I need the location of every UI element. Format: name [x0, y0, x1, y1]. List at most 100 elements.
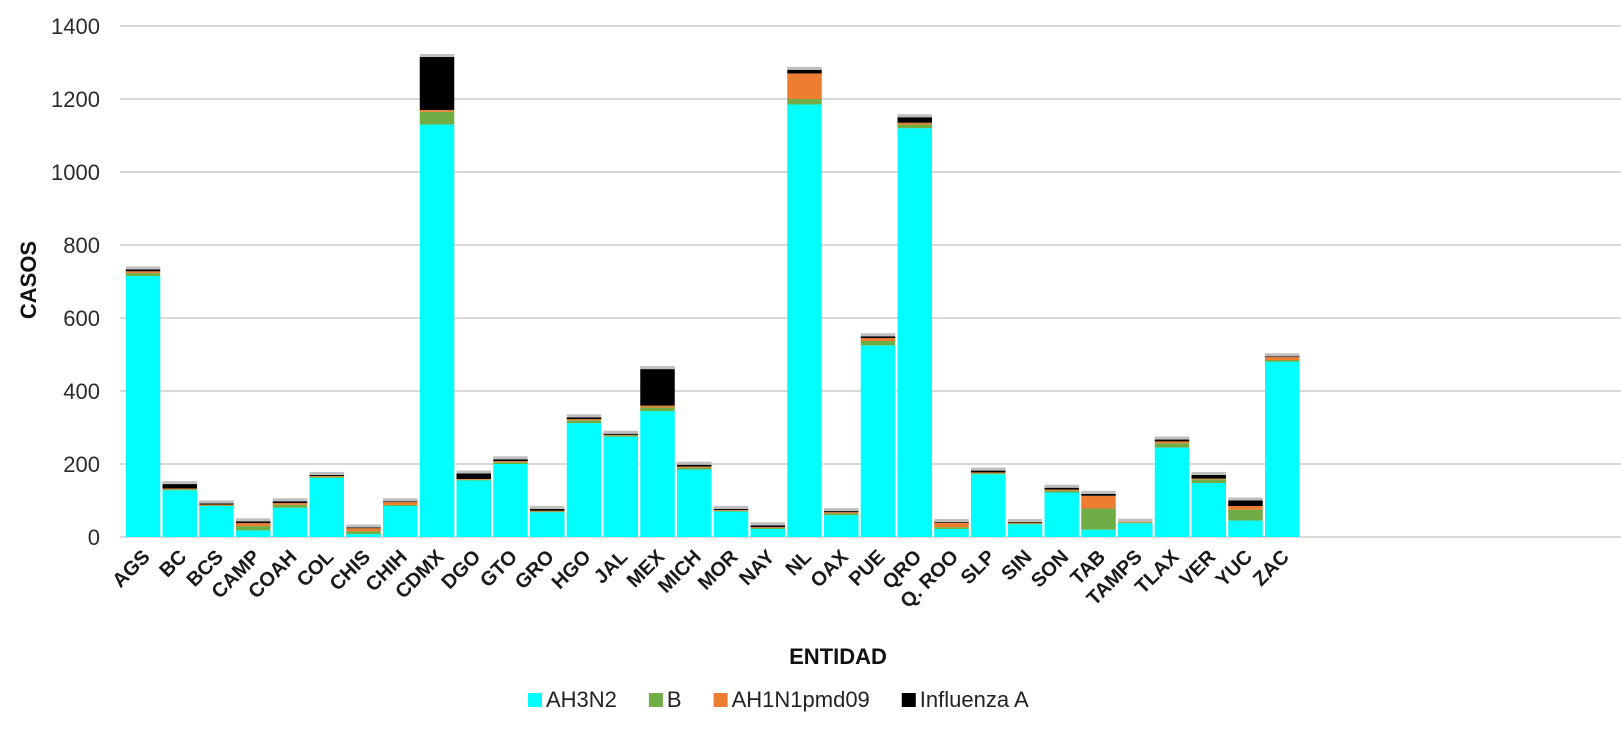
bar-stack — [383, 498, 418, 537]
y-tick-label: 0 — [88, 525, 100, 550]
bar-segment — [383, 501, 418, 505]
bar-stack — [419, 54, 455, 538]
bar-cap — [713, 505, 749, 509]
bar-segment — [383, 501, 418, 502]
bar-segment — [309, 477, 344, 537]
bar-stack — [860, 333, 896, 537]
bar-segment — [419, 111, 455, 125]
bar-segment — [1081, 493, 1116, 496]
x-tick-label: HGO — [548, 546, 596, 594]
bar-segment — [530, 510, 565, 512]
bar-cap — [750, 522, 785, 526]
x-tick-label: NAY — [735, 546, 780, 591]
bar-cap — [309, 471, 344, 475]
bar-segment — [1044, 490, 1079, 493]
legend-label: Influenza A — [920, 687, 1029, 712]
bar-segment — [603, 436, 638, 537]
bar-segment — [860, 336, 896, 339]
bar-segment — [383, 504, 418, 506]
bar-segment — [456, 480, 491, 537]
y-tick-label: 1200 — [51, 87, 100, 112]
bar-segment — [272, 507, 308, 537]
bar-segment — [1081, 495, 1116, 509]
bar-cap — [971, 467, 1006, 471]
x-axis-ticks: AGS BCBCSCAMPCOAHCOLCHISCHIHCDMXDGOGTOGRO… — [108, 546, 1293, 613]
bar-segment — [1007, 524, 1043, 537]
bar-segment — [1044, 487, 1079, 490]
bar-segment — [824, 513, 859, 516]
bar-cap — [897, 114, 932, 118]
bar-stack — [603, 430, 638, 537]
bar-cap — [383, 498, 418, 502]
bar-segment — [1265, 357, 1300, 360]
bar-segment — [346, 534, 381, 537]
x-tick-label: YUC — [1212, 546, 1257, 591]
x-tick-label: SON — [1027, 546, 1073, 592]
x-axis-title: ENTIDAD — [789, 644, 887, 669]
bar-segment — [1191, 478, 1226, 480]
bar-segment — [897, 117, 932, 123]
bar-cap — [1154, 436, 1190, 440]
y-axis-title: CASOS — [16, 241, 41, 319]
bar-segment — [1154, 443, 1190, 448]
bar-cap — [934, 519, 969, 523]
bar-cap — [603, 430, 638, 434]
bar-segment — [897, 128, 932, 537]
bar-segment — [346, 528, 381, 532]
bar-segment — [677, 466, 712, 468]
bar-segment — [456, 478, 491, 480]
bar-stack — [566, 414, 602, 537]
bar-stack — [1118, 518, 1153, 537]
y-tick-label: 600 — [63, 306, 100, 331]
bar-stack — [456, 470, 491, 537]
bar-cap — [162, 481, 197, 485]
bar-stack — [493, 456, 528, 537]
bar-segment — [1007, 523, 1043, 525]
x-tick-label: JAL — [590, 546, 632, 588]
bar-segment — [199, 505, 234, 506]
bar-segment — [456, 479, 491, 481]
bar-segment — [456, 473, 491, 479]
bar-segment — [566, 419, 602, 421]
bar-stack — [272, 498, 308, 537]
bar-segment — [787, 73, 822, 99]
bar-segment — [1154, 441, 1190, 444]
bar-segment — [1228, 500, 1263, 506]
bar-segment — [860, 338, 896, 341]
bar-segment — [530, 511, 565, 513]
bar-segment — [1228, 509, 1263, 521]
bar-segment — [750, 527, 785, 528]
bar-stack — [346, 524, 381, 537]
bar-segment — [897, 122, 932, 125]
bar-cap — [640, 366, 675, 370]
bar-stack — [640, 366, 675, 537]
bar-segment — [493, 462, 528, 464]
bar-segment — [787, 104, 822, 537]
bar-cap — [1007, 519, 1043, 523]
bar-segment — [934, 522, 969, 528]
bar-cap — [456, 470, 491, 474]
bar-segment — [566, 417, 602, 420]
y-tick-label: 400 — [63, 379, 100, 404]
bar-segment — [125, 269, 161, 272]
bar-cap — [860, 333, 896, 337]
bar-segment — [566, 420, 602, 424]
bar-segment — [199, 505, 234, 537]
x-tick-label: MICH — [654, 546, 706, 598]
bar-cap — [1265, 353, 1300, 357]
bar-segment — [1007, 522, 1043, 524]
y-tick-label: 200 — [63, 452, 100, 477]
bar-segment — [603, 435, 638, 437]
bar-segment — [713, 510, 749, 512]
bar-cap — [236, 518, 271, 522]
bar-segment — [1265, 361, 1300, 537]
bar-stack — [787, 66, 822, 537]
bar-segment — [309, 474, 344, 477]
bar-segment — [860, 345, 896, 537]
bar-segment — [272, 504, 308, 508]
bar-stack — [713, 505, 749, 537]
bar-segment — [934, 528, 969, 537]
bar-segment — [493, 459, 528, 462]
bar-cap — [1044, 484, 1079, 488]
bar-stack — [897, 114, 932, 537]
